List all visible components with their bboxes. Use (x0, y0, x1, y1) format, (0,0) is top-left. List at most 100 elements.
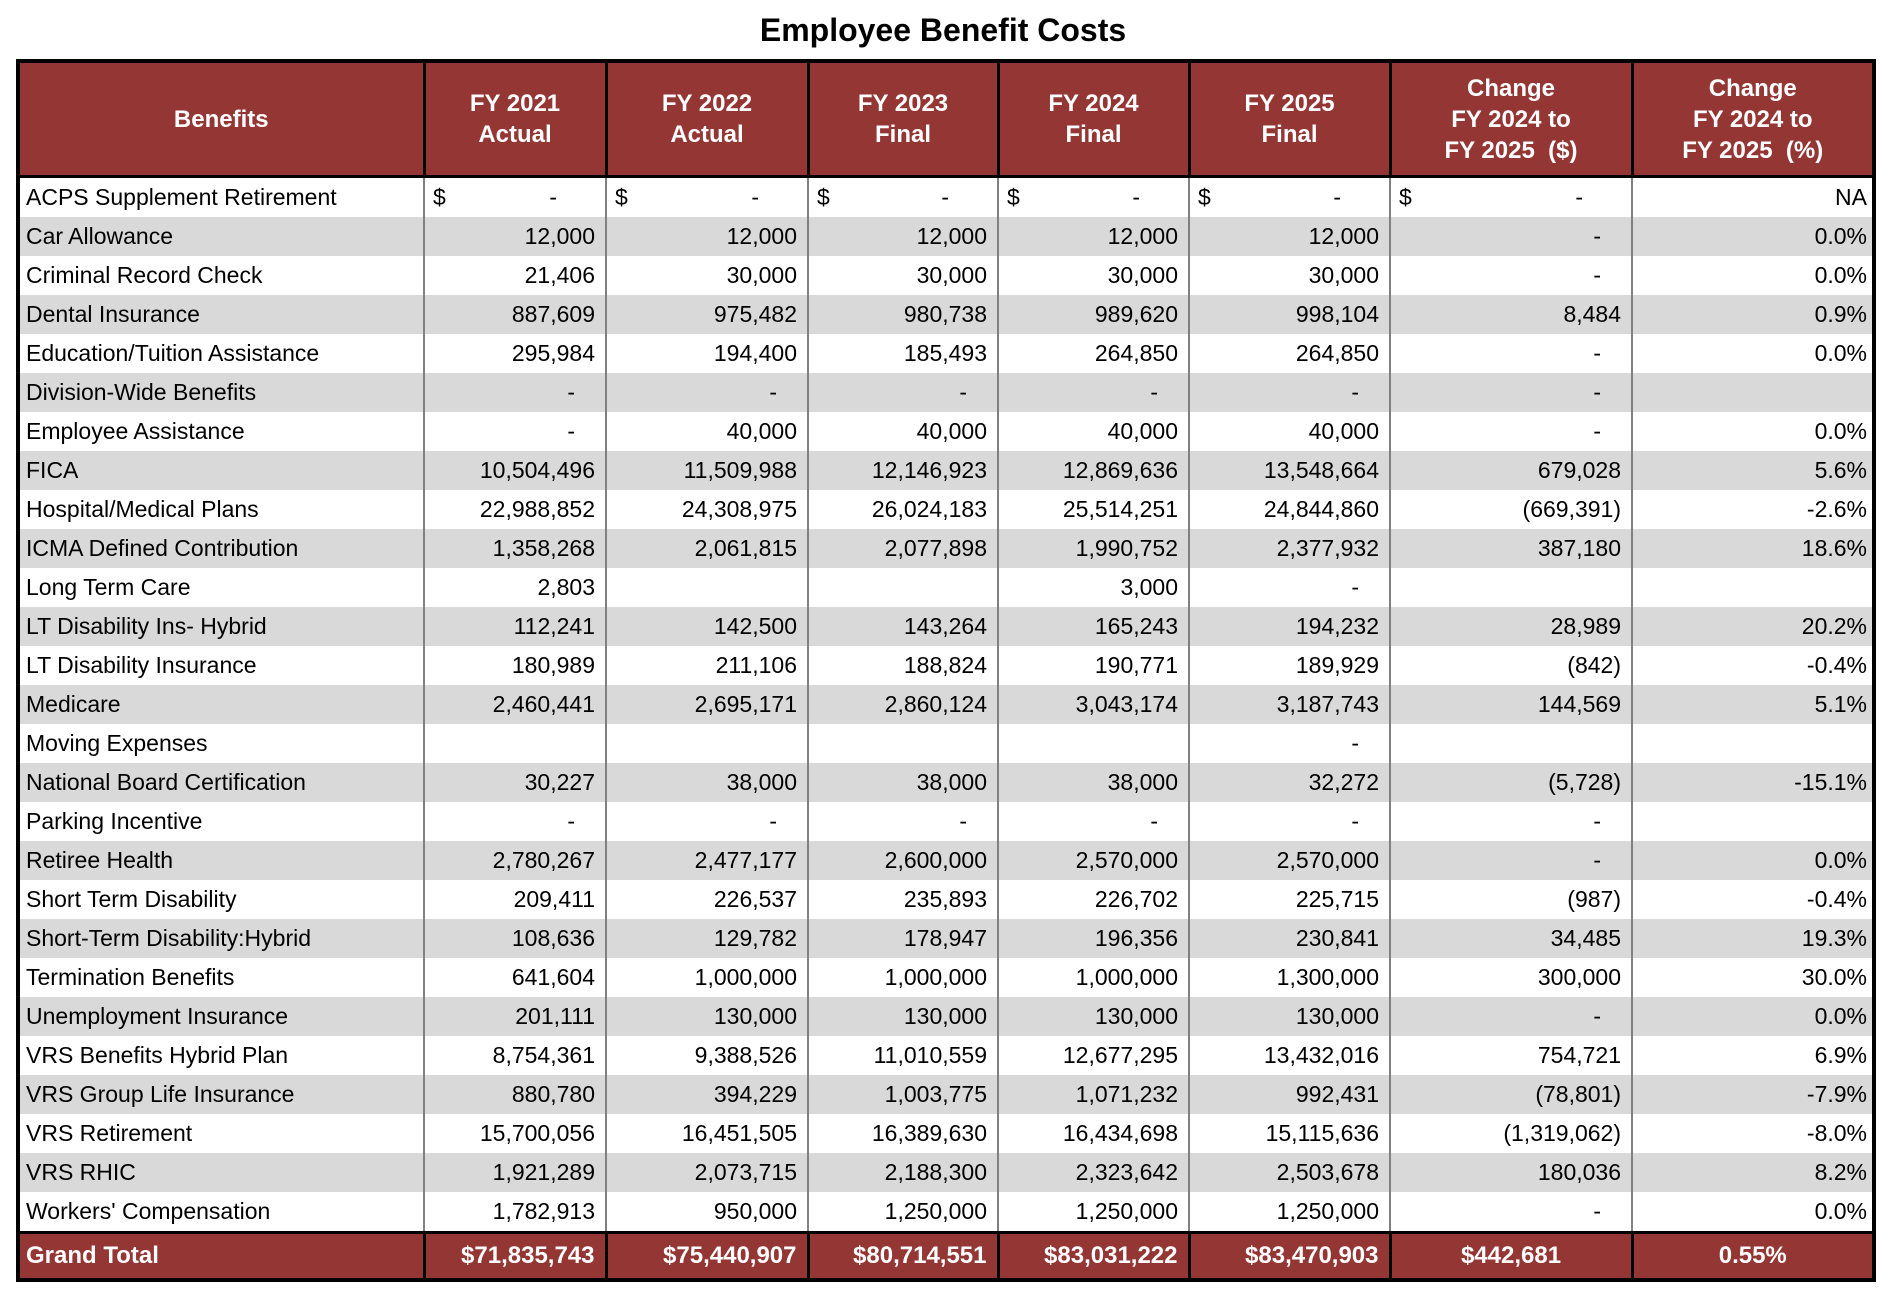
value-cell: -7.9% (1632, 1075, 1874, 1114)
table-row: Division-Wide Benefits - - - - - - (18, 373, 1874, 412)
value-cell: 165,243 (998, 607, 1190, 646)
value-cell (606, 568, 809, 607)
value-cell: - (1390, 997, 1633, 1036)
value-cell: 30,000 (1189, 256, 1391, 295)
value-cell: 190,771 (998, 646, 1190, 685)
value-cell: 144,569 (1390, 685, 1633, 724)
value-cell: $ - (424, 176, 607, 217)
accounting-zero: $ - (607, 184, 806, 211)
grand-total-value-cell: 0.55% (1632, 1231, 1874, 1280)
value-cell: - (1189, 802, 1391, 841)
value-cell: 1,990,752 (998, 529, 1190, 568)
value-cell: 8,754,361 (424, 1036, 607, 1075)
benefit-name-cell: Moving Expenses (18, 724, 425, 763)
accounting-zero: $ - (999, 184, 1187, 211)
benefit-name-cell: Education/Tuition Assistance (18, 334, 425, 373)
value-cell: 209,411 (424, 880, 607, 919)
column-header-line: FY 2022 (661, 90, 753, 117)
column-header-benefits: Benefits (18, 61, 426, 178)
value-cell: 2,377,932 (1189, 529, 1391, 568)
dash: - (1132, 184, 1140, 210)
table-header-row: Benefits FY 2021 Actual FY 2022 Actual FY 202… (18, 61, 1874, 178)
table-row: ACPS Supplement Retirement $ - $ - $ - $ - $ - $ - NA (18, 176, 1874, 217)
benefit-name-cell: National Board Certification (18, 763, 425, 802)
value-cell: 226,702 (998, 880, 1190, 919)
value-cell: 1,071,232 (998, 1075, 1190, 1114)
value-cell: - (1390, 841, 1633, 880)
value-cell: 30.0% (1632, 958, 1874, 997)
table-row: VRS Group Life Insurance 880,780 394,229 1,… (18, 1075, 1874, 1114)
dash: - (941, 184, 949, 210)
dollar-sign: $ (433, 184, 446, 210)
value-cell (1632, 802, 1874, 841)
grand-total-value-cell: $80,714,551 (808, 1231, 1000, 1280)
value-cell: 2,077,898 (808, 529, 999, 568)
value-cell: 8.2% (1632, 1153, 1874, 1192)
value-cell: 679,028 (1390, 451, 1633, 490)
value-cell: $ - (808, 176, 999, 217)
value-cell: - (998, 373, 1190, 412)
table-row: LT Disability Ins- Hybrid 112,241 142,500 1… (18, 607, 1874, 646)
benefit-name-cell: ICMA Defined Contribution (18, 529, 425, 568)
value-cell: 998,104 (1189, 295, 1391, 334)
accounting-zero: $ - (1391, 184, 1630, 211)
value-cell: - (1189, 373, 1391, 412)
benefit-name-cell: Termination Benefits (18, 958, 425, 997)
value-cell: 16,451,505 (606, 1114, 809, 1153)
value-cell: 2,695,171 (606, 685, 809, 724)
table-row: FICA 10,504,496 11,509,988 12,146,923 12,869… (18, 451, 1874, 490)
value-cell: 2,803 (424, 568, 607, 607)
column-header-fy2023: FY 2023 Final (808, 61, 1000, 178)
table-row: VRS Benefits Hybrid Plan 8,754,361 9,388,5… (18, 1036, 1874, 1075)
value-cell: 16,389,630 (808, 1114, 999, 1153)
value-cell: 230,841 (1189, 919, 1391, 958)
value-cell: 0.0% (1632, 256, 1874, 295)
value-cell: 112,241 (424, 607, 607, 646)
dollar-sign: $ (615, 184, 628, 210)
column-header-line: Actual (670, 121, 744, 148)
value-cell: - (1390, 1192, 1633, 1233)
value-cell: 2,477,177 (606, 841, 809, 880)
value-cell (1632, 568, 1874, 607)
value-cell: 225,715 (1189, 880, 1391, 919)
value-cell: 24,844,860 (1189, 490, 1391, 529)
value-cell: 40,000 (998, 412, 1190, 451)
value-cell: 26,024,183 (808, 490, 999, 529)
column-header-fy2024: FY 2024 Final (998, 61, 1191, 178)
value-cell (808, 568, 999, 607)
value-cell: 975,482 (606, 295, 809, 334)
column-header-line: FY 2021 (469, 90, 561, 117)
value-cell: $ - (606, 176, 809, 217)
value-cell: 194,400 (606, 334, 809, 373)
value-cell: 21,406 (424, 256, 607, 295)
value-cell: 143,264 (808, 607, 999, 646)
value-cell: 2,503,678 (1189, 1153, 1391, 1192)
column-header-line: Benefits (173, 105, 269, 133)
column-header-line: FY 2024 (1048, 90, 1139, 117)
column-header-change_pct: Change FY 2024 to FY 2025 (%) (1632, 61, 1874, 178)
benefit-name-cell: VRS Retirement (18, 1114, 425, 1153)
table-row: Dental Insurance 887,609 975,482 980,738 989… (18, 295, 1874, 334)
value-cell: 2,073,715 (606, 1153, 809, 1192)
column-header-line: Actual (478, 121, 552, 148)
dash: - (1575, 184, 1583, 210)
value-cell: 3,187,743 (1189, 685, 1391, 724)
value-cell: 38,000 (808, 763, 999, 802)
benefit-name-cell: VRS Benefits Hybrid Plan (18, 1036, 425, 1075)
value-cell: 9,388,526 (606, 1036, 809, 1075)
value-cell (424, 724, 607, 763)
value-cell: 2,460,441 (424, 685, 607, 724)
value-cell: - (1390, 334, 1633, 373)
benefit-name-cell: Short Term Disability (18, 880, 425, 919)
table-header: Benefits FY 2021 Actual FY 2022 Actual FY 202… (18, 61, 1874, 178)
value-cell: 950,000 (606, 1192, 809, 1233)
value-cell: 2,600,000 (808, 841, 999, 880)
value-cell: 142,500 (606, 607, 809, 646)
value-cell: 20.2% (1632, 607, 1874, 646)
value-cell: 887,609 (424, 295, 607, 334)
value-cell: - (1390, 217, 1633, 256)
table-row: Hospital/Medical Plans 22,988,852 24,308,9… (18, 490, 1874, 529)
column-header-fy2021: FY 2021 Actual (424, 61, 608, 178)
value-cell (808, 724, 999, 763)
table-row: VRS RHIC 1,921,289 2,073,715 2,188,300 2,323… (18, 1153, 1874, 1192)
